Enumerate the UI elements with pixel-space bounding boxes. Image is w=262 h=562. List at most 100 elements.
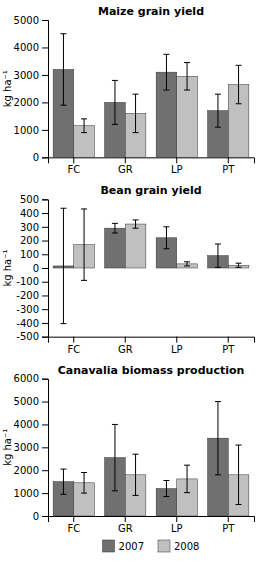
y-axis-line (42, 21, 49, 158)
error-bar (84, 209, 85, 280)
error-cap (236, 263, 242, 264)
y-tick-label: -200 (16, 290, 39, 301)
y-tick-mark (42, 516, 48, 517)
x-tick-label: FC (67, 344, 80, 355)
error-bar (135, 454, 136, 495)
x-tick-mark (125, 157, 126, 163)
y-tick-mark (42, 20, 48, 21)
x-tick-label: FC (67, 164, 80, 175)
error-bar (238, 445, 239, 505)
x-tick: GR (118, 516, 133, 534)
x-tick: FC (67, 516, 80, 534)
y-tick: 1000 (14, 488, 48, 499)
error-cap (60, 33, 66, 34)
error-cap (163, 54, 169, 55)
y-tick-mark (42, 323, 48, 324)
y-tick-label: 500 (20, 194, 39, 205)
error-cap (133, 94, 139, 95)
legend-label: 2008 (174, 541, 199, 552)
error-cap (184, 492, 190, 493)
y-tick-mark (42, 337, 48, 338)
error-cap (60, 494, 66, 495)
error-cap (112, 223, 118, 224)
x-tick-label: LP (171, 344, 183, 355)
x-tick-mark (73, 157, 74, 163)
y-tick-mark (42, 254, 48, 255)
legend-swatch (103, 540, 115, 552)
chart-title: Canavalia biomass production (58, 364, 245, 377)
error-cap (163, 496, 169, 497)
x-axis: FC GR LP PT (49, 337, 255, 355)
y-tick-mark (42, 493, 48, 494)
x-axis-line (49, 158, 255, 164)
y-tick: 4000 (14, 42, 48, 53)
x-tick: LP (171, 516, 183, 534)
error-cap (215, 127, 221, 128)
y-tick-label: 3000 (14, 442, 39, 453)
error-bar (63, 34, 64, 105)
x-tick-mark (125, 337, 126, 343)
bar (125, 224, 146, 268)
y-tick-label: 1000 (14, 125, 39, 136)
x-tick-mark (228, 516, 229, 522)
plot-area (53, 402, 249, 516)
error-cap (60, 323, 66, 324)
y-tick: -500 (16, 331, 48, 342)
y-tick-mark (42, 75, 48, 76)
x-tick: PT (222, 337, 235, 355)
x-tick: PT (222, 157, 235, 175)
y-tick-label: 4000 (14, 419, 39, 430)
error-cap (184, 62, 190, 63)
y-tick: 100 (20, 249, 48, 260)
legend-item: 2007 (103, 540, 144, 552)
error-bar (166, 481, 167, 497)
panel: 010002000300040005000FCGRLPPTMaize grain… (2, 5, 255, 175)
y-tick: -400 (16, 318, 48, 329)
series (53, 34, 228, 158)
error-bar (187, 262, 188, 266)
error-cap (133, 228, 139, 229)
x-tick: FC (67, 337, 80, 355)
error-bar (238, 65, 239, 103)
x-axis-line (49, 517, 255, 523)
x-tick-label: GR (118, 164, 133, 175)
legend-label: 2007 (119, 541, 144, 552)
x-axis-line (49, 337, 255, 343)
error-bar (63, 469, 64, 494)
series (53, 402, 228, 516)
y-tick: 4000 (14, 419, 48, 430)
y-tick-mark (42, 47, 48, 48)
error-bar (114, 80, 115, 124)
y-tick-mark (42, 402, 48, 403)
y-tick-label: 100 (20, 249, 39, 260)
series (53, 208, 228, 323)
x-tick-label: LP (171, 164, 183, 175)
y-tick: 3000 (14, 70, 48, 81)
series (74, 209, 249, 280)
y-tick-mark (42, 282, 48, 283)
series (74, 445, 249, 516)
error-cap (133, 219, 139, 220)
y-tick-mark (42, 241, 48, 242)
x-tick: GR (118, 337, 133, 355)
y-tick-mark (42, 199, 48, 200)
error-bar (114, 223, 115, 233)
y-tick-label: -500 (16, 331, 39, 342)
y-tick: 300 (20, 222, 48, 233)
x-tick-label: PT (222, 523, 235, 534)
y-tick-label: -300 (16, 304, 39, 315)
error-cap (236, 103, 242, 104)
x-tick-label: GR (118, 344, 133, 355)
y-tick-mark (42, 470, 48, 471)
y-tick: 5000 (14, 396, 48, 407)
y-tick-label: 1000 (14, 488, 39, 499)
legend-swatch (158, 540, 170, 552)
error-bar (135, 220, 136, 228)
y-tick: 0 (33, 263, 48, 274)
error-bars (81, 63, 242, 133)
x-tick: LP (171, 157, 183, 175)
error-cap (81, 208, 87, 209)
error-cap (184, 261, 190, 262)
error-bars (60, 208, 221, 323)
y-tick-label: 2000 (14, 465, 39, 476)
